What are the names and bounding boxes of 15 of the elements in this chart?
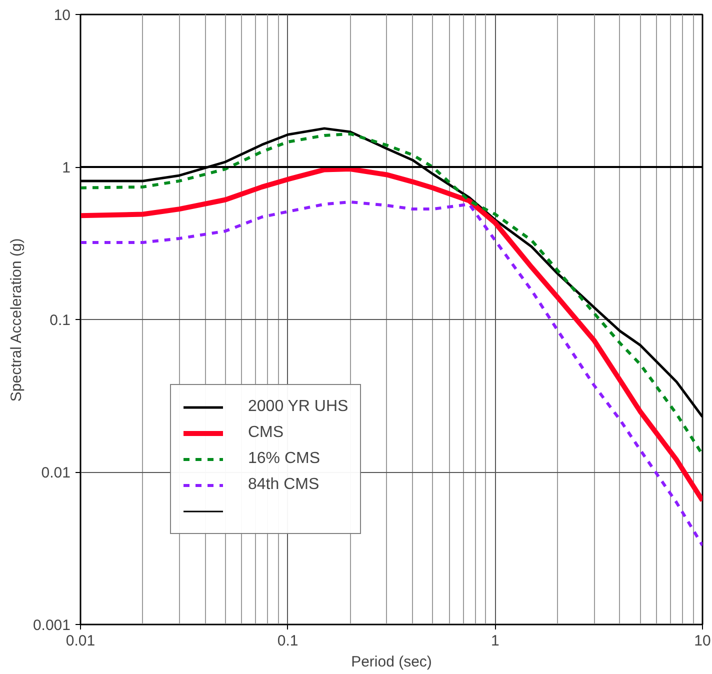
y-tick-label: 1: [62, 160, 70, 176]
x-tick-label: 10: [694, 632, 711, 650]
y-axis-title: Spectral Acceleration (g): [8, 238, 25, 402]
legend-label: 16% CMS: [248, 450, 320, 468]
x-tick-label: 0.1: [277, 632, 298, 650]
x-axis-title: Period (sec): [351, 654, 432, 670]
x-tick-label: 0.01: [66, 632, 96, 650]
legend-label: CMS: [248, 424, 284, 442]
y-tick-label: 10: [54, 7, 71, 24]
y-tick-label: 0.1: [50, 312, 71, 329]
legend-label: 84th CMS: [248, 476, 320, 494]
legend-label: 2000 YR UHS: [248, 398, 348, 416]
x-tick-label: 1: [490, 632, 500, 650]
y-tick-label: 0.001: [32, 617, 71, 634]
y-tick-label: 0.01: [41, 464, 71, 482]
